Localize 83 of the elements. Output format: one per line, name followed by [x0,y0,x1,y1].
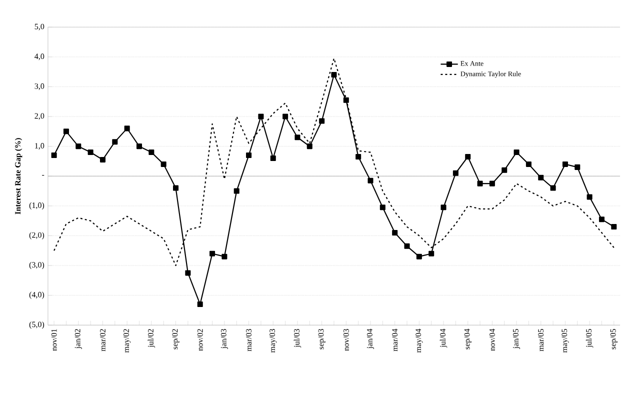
x-tick-label: mar/04 [392,328,398,352]
point [148,149,154,155]
point [294,134,300,140]
y-tick-label: (5,0) [29,321,44,329]
point [51,152,57,158]
point [356,154,362,160]
point [380,204,386,210]
point [343,97,349,103]
x-tick-label: nov/02 [197,329,203,351]
x-tick-label: jul/02 [148,329,156,348]
point [112,138,118,145]
point [502,167,508,173]
point [100,156,106,162]
point [258,114,264,120]
point [550,185,556,191]
y-axis-title: Interest Rate Gap (%) [14,138,22,214]
point [611,224,617,230]
x-tick-label: jan/03 [220,328,228,349]
point [306,143,312,149]
y-tick-label: (1,0) [29,202,44,210]
point [562,161,568,167]
point [368,178,374,184]
x-tick-label: mar/02 [100,329,106,352]
x-tick-label: sep/05 [610,328,618,350]
point [76,143,82,149]
x-tick-label: sep/03 [318,328,326,350]
y-tick-label: (4,0) [29,292,44,299]
point [197,301,203,307]
point [538,174,544,180]
point [574,164,580,170]
x-tick-label: may/03 [270,328,277,352]
point [234,188,240,194]
y-tick-label: 1,0 [35,142,44,150]
point [428,250,434,256]
x-tick-label: sep/02 [172,329,180,350]
point [477,180,483,186]
x-tick-label: nov/04 [490,328,495,351]
point [331,72,337,78]
y-tick-label: 3,0 [34,83,44,90]
point [526,161,532,167]
point [465,154,471,160]
point [404,243,410,249]
point [246,152,252,158]
y-tick-label: 5,0 [34,24,44,30]
x-tick-label: nov/01 [51,329,57,351]
point [319,118,325,124]
point [136,143,142,149]
point [514,149,520,155]
point [222,254,228,260]
point [185,270,191,276]
x-tick-label: nov/03 [343,328,349,351]
point [440,204,446,210]
x-tick-label: jul/04 [440,328,448,348]
x-tick-label: mar/03 [246,328,252,352]
point [489,180,495,186]
x-tick-label: jan/02 [74,329,82,349]
point [452,170,458,176]
x-tick-label: jan/04 [366,328,374,349]
point [172,185,179,191]
x-tick-label: may/04 [416,328,423,352]
point [586,194,592,200]
y-tick-label: 2,0 [34,113,44,120]
point [210,250,216,256]
y-tick-label: (3,0) [29,262,44,270]
x-tick-label: jul/05 [586,328,594,348]
y-tick-label: - [42,174,44,176]
y-tick-label: 4,0 [34,54,44,60]
point [270,155,276,161]
point [88,149,94,155]
point [282,114,288,120]
point [160,161,166,167]
x-tick-label: may/05 [562,328,569,352]
x-tick-label: sep/04 [464,328,472,350]
x-tick-label: jul/03 [294,328,302,348]
x-tick-label: mar/05 [538,328,544,352]
x-tick-label: jan/05 [513,328,520,349]
point [416,254,422,260]
point [63,128,69,134]
y-tick-label: (2,0) [29,232,44,240]
x-tick-label: may/02 [124,329,131,352]
point [392,230,398,236]
point [598,216,604,222]
point [124,126,130,132]
